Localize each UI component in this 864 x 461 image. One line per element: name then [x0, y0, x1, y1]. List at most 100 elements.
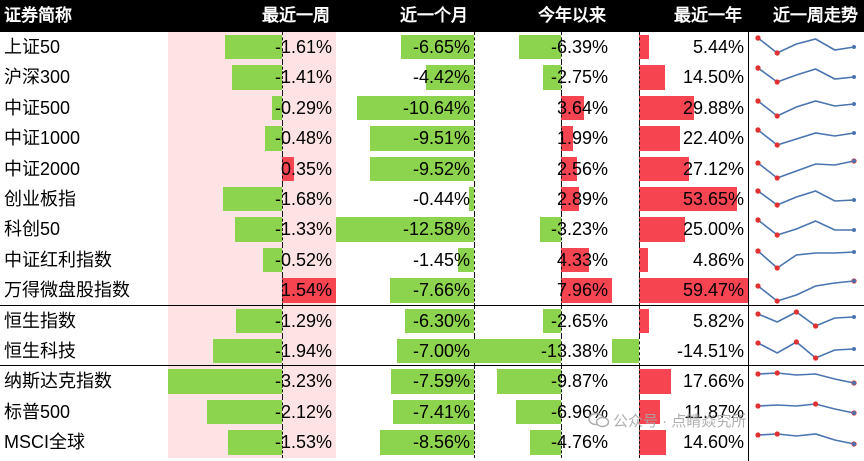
trend-sparkline [755, 278, 857, 304]
value-month: -9.52% [412, 158, 470, 179]
zero-axis [638, 92, 640, 124]
security-name: 中证1000 [4, 128, 81, 149]
cell-month: -4.42% [336, 62, 475, 93]
sparkline-path [757, 250, 855, 269]
zero-axis [474, 184, 475, 215]
trend-sparkline [755, 308, 856, 329]
bar-year [638, 399, 661, 425]
zero-axis [638, 153, 640, 184]
value-week: -1.41% [274, 67, 332, 88]
zero-axis [560, 184, 562, 215]
zero-axis [281, 366, 283, 397]
bar-week [168, 369, 282, 394]
sparkline-marker [852, 228, 856, 233]
sparkline-marker [852, 75, 856, 80]
security-name: 万得微盘股指数 [4, 280, 130, 301]
security-name: 恒生指数 [4, 310, 76, 331]
sparkline-marker [755, 432, 761, 438]
sparkline-marker [755, 65, 761, 71]
bar-ytd [519, 35, 561, 60]
cell-ytd: 4.33% [474, 244, 612, 276]
bar-month [458, 247, 474, 273]
cell-ytd: 7.96% [474, 275, 612, 306]
sparkline-marker [774, 370, 780, 376]
zero-axis [281, 427, 283, 458]
value-month: -1.45% [412, 249, 470, 270]
bar-month [369, 156, 474, 181]
zero-axis [281, 32, 283, 63]
value-month: -0.44% [412, 189, 470, 209]
value-year: 4.86% [692, 249, 744, 270]
cell-week: 0.35% [168, 153, 336, 184]
bar-ytd [560, 247, 589, 273]
cell-ytd: 2.56% [474, 153, 612, 184]
value-week: 1.54% [280, 280, 332, 301]
value-month: -9.51% [412, 128, 470, 149]
zero-axis [638, 123, 640, 154]
bar-ytd [560, 126, 574, 151]
zero-axis [281, 92, 283, 124]
cell-year: 22.40% [612, 123, 748, 154]
bar-week [222, 187, 282, 212]
bar-year [638, 156, 689, 181]
sparkline-marker [774, 142, 780, 148]
zero-axis [281, 275, 283, 306]
sparkline-marker [774, 50, 780, 56]
table-row: 创业板指 -1.68% -0.44% 2.89% 53.65% [0, 184, 864, 215]
security-name: 中证500 [4, 97, 71, 118]
cell-week: 1.54% [168, 275, 336, 306]
cell-year: -14.51% [612, 336, 748, 367]
table-row: 中证2000 0.35% -9.52% 2.56% 27.12% [0, 153, 864, 184]
bar-year [638, 187, 738, 212]
value-year: 11.87% [684, 401, 744, 422]
zero-axis [638, 184, 640, 215]
value-month: -7.00% [412, 341, 470, 361]
zero-axis [474, 214, 475, 245]
table-row: 纳斯达克指数 -3.23% -7.59% -9.87% 17.66% [0, 366, 864, 397]
value-ytd: -3.23% [550, 219, 608, 240]
cell-ytd: 1.99% [474, 123, 612, 154]
zero-axis [560, 305, 562, 336]
cell-month: -6.65% [336, 32, 475, 63]
highlight-bg [168, 92, 336, 124]
value-month: -7.41% [412, 401, 470, 422]
table-row: 中证500 -0.29% -10.64% 3.64% 29.88% [0, 92, 864, 124]
cell-year: 25.00% [612, 214, 748, 245]
sparkline-marker [813, 401, 819, 407]
zero-axis [560, 244, 562, 276]
cell-month: -9.51% [336, 123, 475, 154]
zero-axis [474, 244, 475, 276]
cell-year: 29.88% [612, 92, 748, 124]
cell-week: -1.29% [168, 305, 336, 336]
header-year: 最近一年 [612, 0, 748, 32]
sparkline-path [757, 159, 855, 179]
sparkline-path [757, 129, 855, 147]
bar-year [638, 278, 748, 303]
cell-week: -1.41% [168, 62, 336, 93]
sparkline-marker [755, 127, 761, 133]
sparkline-marker [813, 355, 819, 361]
value-ytd: 4.33% [556, 249, 608, 270]
cell-month: -9.52% [336, 153, 475, 184]
bar-week [281, 156, 295, 181]
zero-axis [638, 244, 640, 276]
cell-month: -7.00% [336, 336, 475, 367]
sparkline-path [757, 280, 855, 303]
value-year: 29.88% [682, 97, 744, 118]
zero-axis [281, 153, 283, 184]
cell-month: -7.41% [336, 396, 475, 428]
zero-axis [474, 153, 475, 184]
zero-axis [560, 153, 562, 184]
bar-month [336, 217, 474, 242]
wechat-icon [588, 412, 610, 428]
value-month: -4.42% [412, 67, 470, 88]
cell-ytd: -6.39% [474, 32, 612, 63]
zero-axis [474, 305, 475, 336]
sparkline-path [757, 310, 855, 327]
sparkline-marker [852, 131, 856, 136]
security-name: 沪深300 [4, 67, 71, 88]
bar-month [401, 35, 474, 60]
value-ytd: 2.89% [556, 189, 608, 209]
cell-ytd: -6.96% [474, 396, 612, 428]
zero-axis [638, 305, 640, 336]
